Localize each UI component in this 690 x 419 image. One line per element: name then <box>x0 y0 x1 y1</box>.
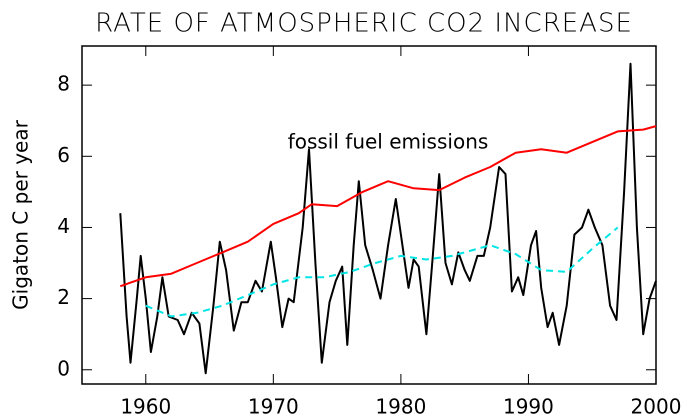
y-tick-label: 6 <box>57 143 70 167</box>
data-line <box>119 62 657 375</box>
y-axis-label: Gigaton C per year <box>9 119 33 309</box>
data-line <box>145 226 619 318</box>
data-line <box>119 125 657 288</box>
x-tick-label: 2000 <box>631 395 682 419</box>
x-tick-label: 1970 <box>248 395 299 419</box>
plot-frame <box>81 45 657 385</box>
x-tick-label: 1990 <box>503 395 554 419</box>
chart-title: RATE OF ATMOSPHERIC CO2 INCREASE <box>95 9 633 39</box>
annotation: fossil fuel emissions <box>288 130 489 154</box>
x-tick-label: 1980 <box>375 395 426 419</box>
x-tick-label: 1960 <box>120 395 171 419</box>
y-tick-label: 8 <box>57 72 70 96</box>
y-tick-label: 4 <box>57 214 70 238</box>
y-tick-label: 2 <box>57 285 70 309</box>
y-tick-label: 0 <box>57 356 70 380</box>
